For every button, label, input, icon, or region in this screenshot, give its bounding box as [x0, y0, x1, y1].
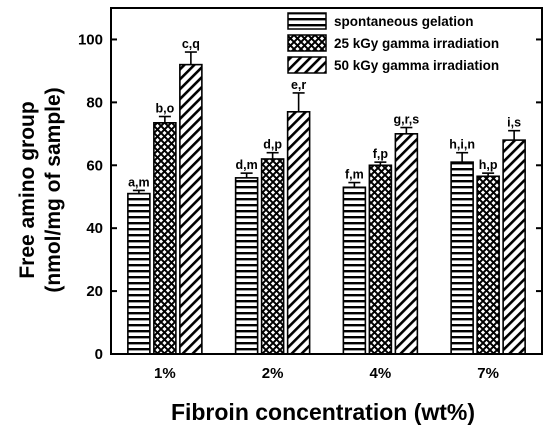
x-tick-label: 2%	[262, 365, 284, 382]
bar	[179, 63, 203, 355]
bar	[450, 161, 474, 355]
data-label: c,q	[182, 37, 200, 51]
legend-label: 50 kGy gamma irradiation	[334, 58, 499, 73]
data-label: f,m	[345, 168, 364, 182]
x-tick-label: 1%	[154, 365, 176, 382]
legend-swatch	[287, 34, 327, 52]
y-tick-label: 60	[86, 157, 103, 174]
bar	[234, 177, 259, 355]
y-tick-label: 0	[95, 346, 103, 363]
error-bars-layer	[132, 51, 521, 194]
data-label: e,r	[291, 78, 306, 92]
x-axis-ticks: 1% 2% 4% 7%	[154, 348, 499, 382]
legend-label: 25 kGy gamma irradiation	[334, 36, 499, 51]
legend-swatch	[287, 56, 327, 74]
data-label: b,o	[156, 102, 175, 116]
data-label: f,p	[373, 147, 389, 161]
bar	[153, 122, 177, 355]
bar	[368, 164, 393, 355]
y-tick-label: 40	[86, 220, 103, 237]
y-tick-label: 20	[86, 283, 103, 300]
plot-frame	[110, 7, 543, 355]
y-tick-label: 80	[86, 94, 103, 111]
x-tick-label: 4%	[370, 365, 392, 382]
bar	[394, 133, 419, 355]
y-axis-title: Free amino group (nmol/mg of sample)	[16, 87, 65, 292]
legend-label: spontaneous gelation	[334, 14, 474, 29]
data-label: a,m	[128, 175, 150, 189]
bar	[127, 192, 151, 355]
data-label: i,s	[507, 116, 521, 130]
data-label: h,p	[479, 158, 498, 172]
y-axis-title-line1: Free amino group	[16, 101, 39, 278]
legend: spontaneous gelation 25 kGy gamma irradia…	[287, 12, 499, 74]
legend-swatch	[287, 12, 327, 30]
data-labels-layer: a,m b,o c,q d,m d,p e,r f,m f,p g,r,s h,i,n h,p i,s	[128, 37, 521, 189]
x-axis-title: Fibroin concentration (wt%)	[171, 399, 475, 425]
data-label: h,i,n	[449, 138, 475, 152]
bar	[502, 139, 526, 355]
y-axis-ticks: 0 20 40 60 80 100	[78, 31, 542, 363]
bar	[342, 186, 367, 355]
bar	[286, 111, 311, 355]
data-label: d,m	[236, 158, 258, 172]
y-axis-title-line2: (nmol/mg of sample)	[42, 87, 65, 292]
bars-layer	[127, 63, 526, 355]
x-tick-label: 7%	[477, 365, 499, 382]
y-tick-label: 100	[78, 31, 103, 48]
bar	[476, 175, 500, 355]
data-label: g,r,s	[394, 113, 420, 127]
bar	[260, 158, 285, 355]
data-label: d,p	[263, 138, 282, 152]
